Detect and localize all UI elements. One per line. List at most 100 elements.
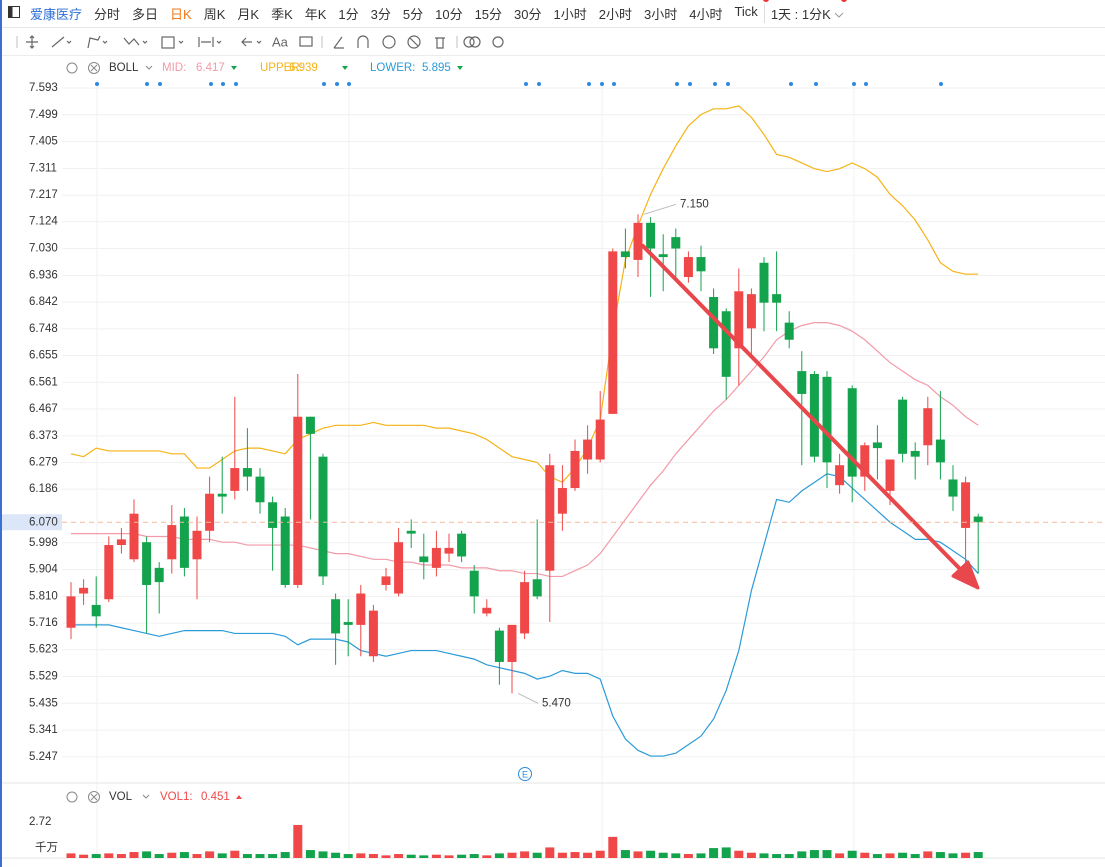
compare-tool[interactable] [463,36,475,48]
volume-bar [431,854,441,858]
period-tab[interactable]: 3分 [370,7,391,22]
period-tab[interactable]: 日K [170,7,192,22]
legend-value: 0.451 [201,791,230,803]
period-tab[interactable]: 季K [271,7,293,22]
dropdown[interactable] [142,794,150,799]
volume-bar [532,852,542,858]
y-tick-label: 5.904 [29,564,58,576]
volume-bar [507,852,517,858]
settings-tool[interactable] [492,36,504,48]
trend-arrow[interactable] [641,244,980,590]
candle-body [154,567,164,583]
last-price-box [2,514,62,531]
period-tab[interactable]: 1小时 [553,7,587,22]
stock-name[interactable]: 爱康医疗 [30,7,83,22]
period-tab[interactable]: 15分 [474,7,503,22]
period-tab[interactable]: 周K [203,7,226,22]
wave-tool[interactable] [123,37,140,46]
dropdown[interactable] [216,40,222,44]
delete-tool[interactable] [435,37,445,49]
y-tick-label: 6.279 [29,457,58,469]
volume-bar [368,854,378,858]
candle-body [961,482,971,528]
y-tick-label: 7.030 [29,243,58,255]
low-label: 5.470 [542,697,571,709]
hide-tool[interactable] [407,35,421,49]
period-tab[interactable]: 4小时 [689,7,723,22]
candle-body [973,516,983,523]
note-tool[interactable] [299,36,313,47]
volume-bar [545,847,555,858]
period-tab[interactable]: Tick [734,4,758,19]
close-icon[interactable] [88,791,100,803]
candle-body [406,530,416,534]
volume-bar [570,852,580,858]
candle-body [658,254,668,258]
magnet-tool[interactable] [357,35,369,48]
candle-body [746,294,756,329]
dropdown[interactable] [256,40,262,44]
volume-bar [305,850,315,858]
volume-bars [66,824,983,858]
legend-label: LOWER: [370,62,415,74]
dropdown[interactable] [102,40,108,44]
period-tab[interactable]: 年K [304,7,327,22]
arrow-line[interactable] [641,244,966,575]
candle-body [696,257,706,272]
dropdown[interactable] [142,40,148,44]
layout-icon[interactable] [2,6,24,21]
period-tab[interactable]: 3小时 [643,7,678,22]
volume-bar [356,853,366,858]
pattern-tool[interactable] [87,35,101,49]
event-marker[interactable] [518,767,532,781]
period-tab[interactable]: 2小时 [598,7,632,22]
volume-bar [129,852,139,858]
volume-bar [406,854,416,858]
candle-body [570,450,580,489]
candles [66,214,983,694]
legend-label: UPPER: [260,62,303,74]
candle-body [205,493,215,531]
period-tab[interactable]: 分时 [94,7,121,22]
period-tab[interactable]: 月K [237,7,260,22]
volume-bar [280,852,290,858]
dropdown[interactable] [66,40,72,44]
settings-icon[interactable] [66,62,78,74]
period-tab[interactable]: 5分 [402,7,424,22]
volume-bar [746,852,756,858]
volume-bar [646,850,656,858]
dropdown[interactable] [178,40,184,44]
candle-body [797,371,807,394]
bands [70,105,979,757]
indicator-name: VOL [109,791,133,803]
candle-body [79,587,89,594]
dropdown[interactable] [145,65,153,70]
text-tool[interactable]: Aa [272,34,289,49]
range-tool[interactable] [198,37,214,47]
drawing-tools: Aa [16,34,504,49]
volume-bar [885,853,895,858]
close-icon[interactable] [88,62,100,74]
volume-bar [973,852,983,858]
period-tab[interactable]: 多日 [132,7,159,22]
volume-bar [557,852,567,858]
arrow-tool[interactable] [241,37,252,47]
candle-body [948,479,958,497]
fib-tool[interactable] [161,36,175,49]
layout-glyph [8,6,20,18]
interval[interactable]: 1天 : 1分K [762,0,851,23]
move-tool[interactable] [26,35,38,49]
candle-body [822,376,832,463]
period-tab[interactable]: 1分 [338,7,359,22]
candle-body [835,465,845,486]
settings-icon[interactable] [66,791,78,803]
candle-body [368,610,378,657]
angle-tool[interactable] [333,36,344,49]
lock-tool[interactable] [382,35,396,49]
period-tab[interactable]: 10分 [435,7,463,22]
volume-bar [872,854,882,858]
line-tool[interactable] [51,36,65,48]
candle-body [66,596,76,628]
period-tab[interactable]: 30分 [514,7,542,22]
volume-bar [217,853,227,858]
